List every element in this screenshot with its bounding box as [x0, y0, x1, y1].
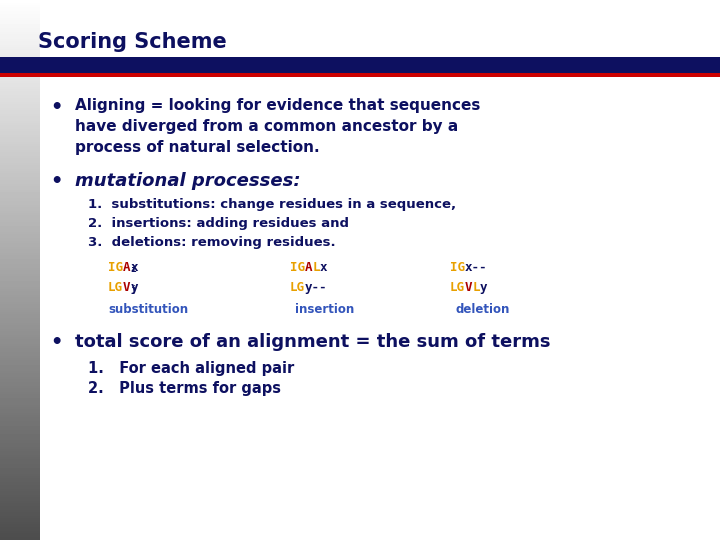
Text: •: •	[50, 172, 63, 191]
Text: mutational processes:: mutational processes:	[75, 172, 301, 190]
Text: process of natural selection.: process of natural selection.	[75, 140, 320, 155]
Text: y--: y--	[305, 281, 328, 294]
Text: LG: LG	[450, 281, 465, 294]
Text: 2.   Plus terms for gaps: 2. Plus terms for gaps	[88, 381, 281, 396]
Text: L: L	[312, 261, 320, 274]
Text: x: x	[320, 261, 328, 274]
Text: Aligning = looking for evidence that sequences: Aligning = looking for evidence that seq…	[75, 98, 480, 113]
Text: IG: IG	[450, 261, 465, 274]
Text: IG: IG	[290, 261, 305, 274]
Text: •: •	[50, 98, 63, 117]
Bar	[0, 57, 720, 73]
Text: V: V	[465, 281, 472, 294]
Text: IG: IG	[108, 261, 123, 274]
Text: V: V	[123, 281, 130, 294]
Text: 1.  substitutions: change residues in a sequence,: 1. substitutions: change residues in a s…	[88, 198, 456, 211]
Bar	[0, 73, 720, 77]
Text: total score of an alignment = the sum of terms: total score of an alignment = the sum of…	[75, 333, 551, 351]
Text: A: A	[123, 261, 130, 274]
Text: y: y	[480, 281, 487, 294]
Text: y: y	[130, 281, 138, 294]
Text: A: A	[305, 261, 312, 274]
Text: •: •	[50, 333, 63, 352]
Text: deletion: deletion	[455, 303, 509, 316]
Text: 1.   For each aligned pair: 1. For each aligned pair	[88, 361, 294, 376]
Text: L: L	[472, 281, 480, 294]
Text: x: x	[130, 261, 138, 274]
Text: insertion: insertion	[295, 303, 354, 316]
Text: x--: x--	[465, 261, 487, 274]
Text: LG: LG	[108, 281, 123, 294]
Text: LG: LG	[290, 281, 305, 294]
Text: 3.  deletions: removing residues.: 3. deletions: removing residues.	[88, 236, 336, 249]
Text: i: i	[130, 265, 136, 274]
Text: substitution: substitution	[108, 303, 188, 316]
Text: have diverged from a common ancestor by a: have diverged from a common ancestor by …	[75, 119, 458, 134]
Text: Scoring Scheme: Scoring Scheme	[38, 32, 227, 52]
Text: j: j	[130, 285, 136, 294]
Text: 2.  insertions: adding residues and: 2. insertions: adding residues and	[88, 217, 349, 230]
